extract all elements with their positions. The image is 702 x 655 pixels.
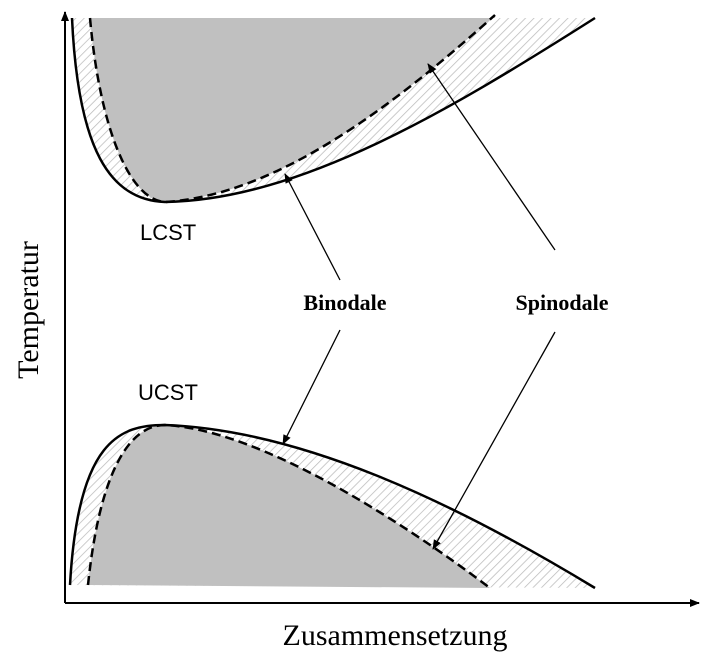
lcst-binodale <box>70 16 596 204</box>
arrow <box>427 63 556 251</box>
arrow <box>282 329 341 445</box>
lcst-spinodal-region <box>90 15 495 202</box>
ucst-spinodale <box>86 423 491 589</box>
y-axis-label: Temperatur <box>12 241 45 379</box>
ucst-spinodal-region <box>88 425 490 588</box>
arrow <box>284 173 341 281</box>
x-axis-label: Zusammensetzung <box>283 619 508 652</box>
lcst-spinodale <box>88 14 496 204</box>
arrow <box>432 331 556 550</box>
lcst-label: LCST <box>140 220 196 245</box>
ucst-binodale <box>68 423 596 590</box>
ucst-label: UCST <box>138 380 198 405</box>
spinodale-label: Spinodale <box>516 290 609 315</box>
binodale-label: Binodale <box>303 290 386 315</box>
